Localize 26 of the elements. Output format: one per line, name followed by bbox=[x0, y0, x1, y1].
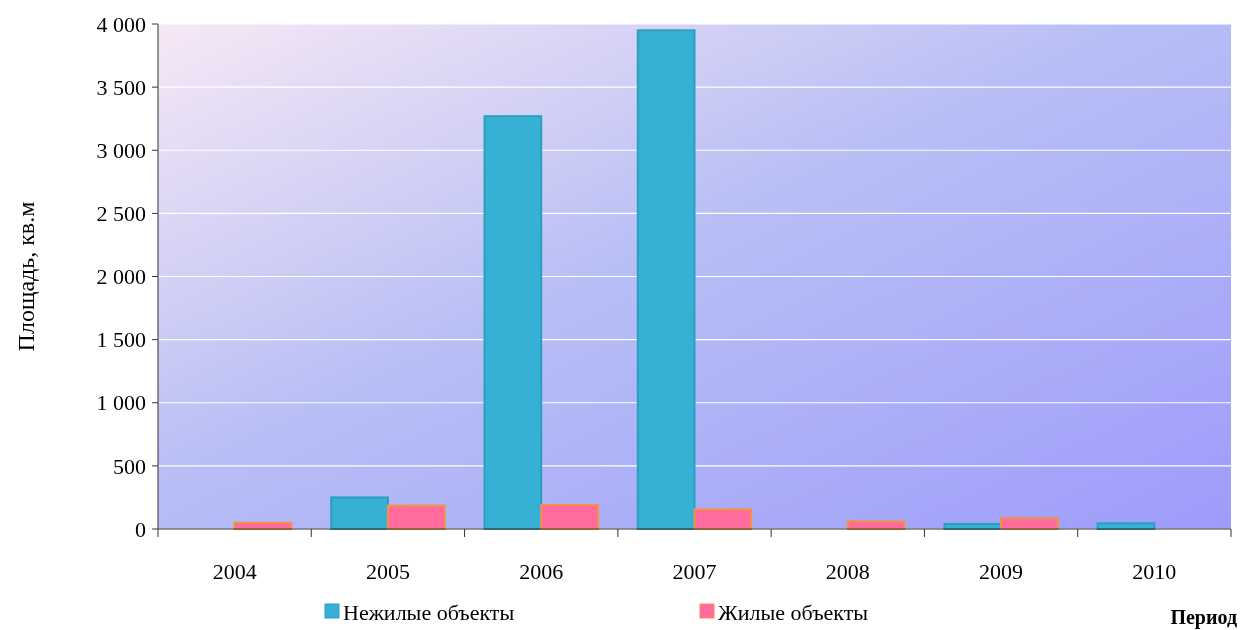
bar bbox=[386, 504, 446, 530]
y-tick-label: 1 500 bbox=[96, 327, 146, 353]
bar bbox=[540, 504, 599, 530]
x-tick-label: 2007 bbox=[672, 559, 717, 584]
y-tick-label: 4 000 bbox=[96, 11, 146, 37]
bar bbox=[636, 29, 696, 530]
x-tick-label: 2004 bbox=[212, 559, 257, 584]
x-tick-label: 2008 bbox=[825, 559, 870, 584]
y-axis-title: Площадь, кв.м bbox=[13, 201, 39, 352]
y-tick-label: 2 500 bbox=[96, 201, 146, 227]
bar bbox=[483, 115, 543, 530]
x-tick-label: 2009 bbox=[979, 559, 1024, 584]
y-tick-label: 3 500 bbox=[96, 74, 146, 100]
y-tick-label: 3 000 bbox=[96, 137, 146, 163]
y-tick-label: 500 bbox=[113, 453, 146, 479]
legend-label: Нежилые объекты bbox=[343, 600, 515, 625]
x-axis-title: Период bbox=[1170, 606, 1237, 629]
x-tick-label: 2006 bbox=[519, 559, 564, 584]
y-tick-label: 2 000 bbox=[96, 264, 146, 290]
x-tick-label: 2005 bbox=[365, 559, 410, 584]
bar bbox=[693, 508, 753, 530]
y-tick-label: 0 bbox=[135, 516, 146, 542]
legend-label: Жилые объекты bbox=[718, 600, 869, 625]
y-tick-label: 1 000 bbox=[96, 390, 146, 416]
bar bbox=[330, 496, 389, 530]
x-tick-label: 2010 bbox=[1132, 559, 1177, 584]
